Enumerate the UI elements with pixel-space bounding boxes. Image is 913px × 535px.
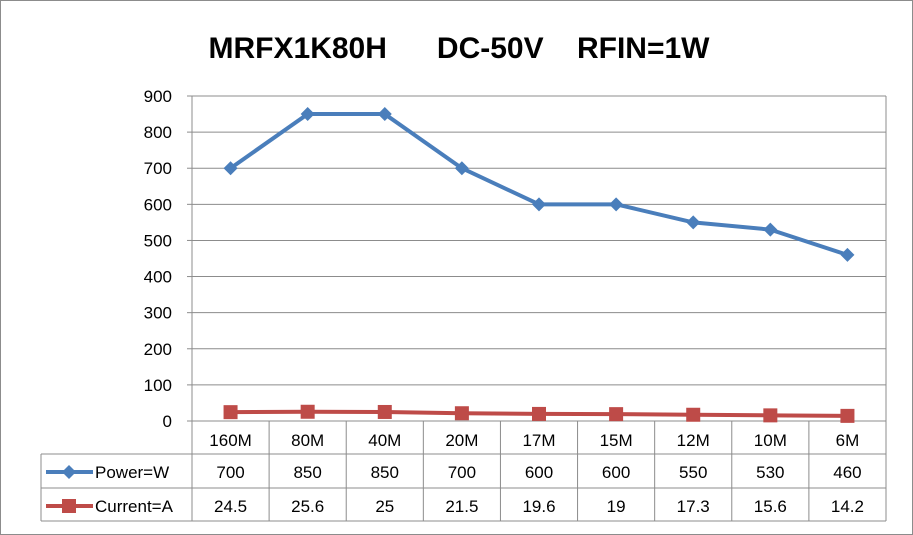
data-point: [840, 408, 855, 423]
series-line: [229, 112, 849, 257]
y-tick-label: 600: [144, 195, 172, 214]
data-point: [609, 407, 624, 422]
plot-area: 0 100 200 300 400 500 600 700 800 900 160M 80M 40M 20…: [40, 87, 887, 522]
data-label: 850: [293, 463, 321, 482]
data-label: 700: [216, 463, 244, 482]
data-point: [223, 161, 238, 176]
data-label: 24.5: [214, 497, 247, 516]
data-label: 17.3: [677, 497, 710, 516]
data-point: [377, 404, 392, 419]
data-label: 25.6: [291, 497, 324, 516]
data-point: [300, 107, 315, 122]
y-tick-label: 300: [144, 304, 172, 323]
data-label: 850: [371, 463, 399, 482]
x-tick-label: 40M: [368, 431, 401, 450]
y-tick-label: 900: [144, 87, 172, 106]
data-point: [454, 161, 469, 176]
data-label: 550: [679, 463, 707, 482]
y-tick-label: 700: [144, 159, 172, 178]
data-label: 15.6: [754, 497, 787, 516]
x-tick-label: 80M: [291, 431, 324, 450]
x-tick-label: 12M: [677, 431, 710, 450]
data-label: 19.6: [522, 497, 555, 516]
x-tick-label: 17M: [522, 431, 555, 450]
data-label: 600: [602, 463, 630, 482]
y-tick-label: 800: [144, 123, 172, 142]
legend-key-marker: [62, 499, 76, 513]
x-tick-label: 20M: [445, 431, 478, 450]
data-label: 25: [375, 497, 394, 516]
x-tick-label: 160M: [209, 431, 252, 450]
legend-key-marker: [62, 465, 76, 479]
legend-label: Power=W: [95, 463, 169, 482]
y-tick-label: 400: [144, 268, 172, 287]
y-tick-label: 100: [144, 376, 172, 395]
x-tick-label: 10M: [754, 431, 787, 450]
legend-label: Current=A: [95, 497, 174, 516]
data-point: [686, 215, 701, 230]
data-point: [532, 406, 546, 421]
data-label: 19: [607, 497, 626, 516]
data-point: [763, 408, 778, 423]
data-point: [763, 222, 778, 237]
data-label: 21.5: [445, 497, 478, 516]
data-label: 530: [756, 463, 784, 482]
data-point: [454, 406, 469, 421]
x-tick-label: 15M: [600, 431, 633, 450]
data-point: [532, 197, 546, 212]
y-tick-label: 0: [163, 412, 172, 431]
data-point: [609, 197, 624, 212]
data-point: [300, 404, 315, 419]
data-point: [223, 405, 238, 420]
data-point: [840, 247, 855, 262]
data-label: 600: [525, 463, 553, 482]
data-label: 14.2: [831, 497, 864, 516]
y-tick-label: 200: [144, 340, 172, 359]
y-tick-label: 500: [144, 231, 172, 250]
x-tick-label: 6M: [836, 431, 860, 450]
data-label: 460: [833, 463, 861, 482]
data-point: [377, 107, 392, 122]
data-point: [686, 407, 701, 422]
data-label: 700: [448, 463, 476, 482]
chart-title: MRFX1K80H DC-50V RFIN=1W: [209, 32, 711, 65]
